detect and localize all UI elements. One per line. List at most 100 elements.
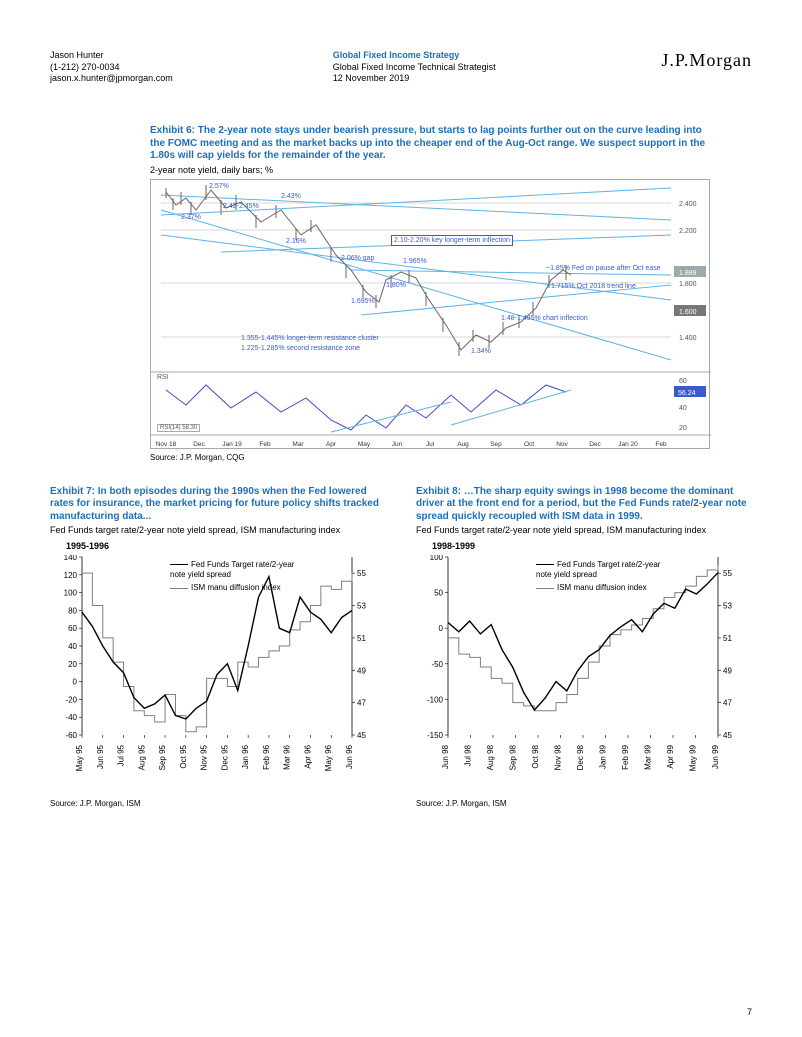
ann-243: 2.43%: [281, 193, 301, 200]
svg-text:Feb: Feb: [655, 441, 667, 448]
exhibit-8-subtitle: Fed Funds target rate/2-year note yield …: [416, 525, 752, 535]
ann-257: 2.57%: [209, 183, 229, 190]
exhibit-8-chart: 100500-50-100-150555351494745Jun 98Jul 9…: [416, 555, 746, 795]
svg-text:49: 49: [357, 666, 366, 675]
svg-text:Jun 96: Jun 96: [345, 745, 354, 770]
svg-text:Feb 96: Feb 96: [262, 745, 271, 770]
svg-text:49: 49: [723, 666, 732, 675]
svg-text:Jul 95: Jul 95: [117, 745, 126, 767]
svg-text:140: 140: [64, 555, 78, 562]
exhibit-7-chart: 140120100806040200-20-40-60555351494745M…: [50, 555, 380, 795]
svg-text:2.400: 2.400: [679, 201, 697, 208]
svg-text:Jun 95: Jun 95: [96, 745, 105, 770]
ann-1355: 1.355-1.445% longer-term resistance clus…: [241, 335, 379, 342]
svg-text:Dec 95: Dec 95: [220, 745, 229, 771]
exhibit-7-source: Source: J.P. Morgan, ISM: [50, 799, 386, 808]
svg-text:45: 45: [723, 731, 732, 740]
svg-text:Apr 99: Apr 99: [666, 745, 675, 769]
svg-text:-60: -60: [65, 731, 77, 740]
svg-text:53: 53: [723, 602, 732, 611]
svg-text:Feb 99: Feb 99: [621, 745, 630, 770]
author-name: Jason Hunter: [50, 50, 173, 62]
exhibit-7-subtitle: Fed Funds target rate/2-year note yield …: [50, 525, 386, 535]
rsi-label: RSI: [157, 374, 169, 381]
svg-text:Jul 98: Jul 98: [464, 745, 473, 767]
svg-text:Apr: Apr: [326, 441, 337, 448]
ann-fed-pause: ~1.85% Fed on pause after Oct ease: [546, 265, 661, 272]
svg-text:Nov: Nov: [556, 441, 568, 448]
ann-210-220: 2.10-2.20% key longer-term inflection: [391, 235, 513, 246]
svg-text:-40: -40: [65, 713, 77, 722]
svg-text:100: 100: [64, 589, 78, 598]
svg-text:Mar: Mar: [292, 441, 304, 448]
svg-text:60: 60: [68, 624, 77, 633]
jpmorgan-logo: J.P.Morgan: [661, 50, 752, 85]
svg-text:Mar 96: Mar 96: [283, 745, 292, 770]
svg-text:Mar 99: Mar 99: [644, 745, 653, 770]
svg-text:20: 20: [679, 425, 687, 432]
svg-text:Aug 95: Aug 95: [137, 745, 146, 771]
svg-text:0: 0: [439, 624, 444, 633]
svg-text:100: 100: [430, 555, 444, 562]
legend-7-s1: Fed Funds Target rate/2-year note yield …: [170, 560, 294, 579]
svg-text:Oct 95: Oct 95: [179, 745, 188, 769]
exhibit-6-chart: 2.400 2.200 1.889 1.800 1.600 1.400: [150, 179, 710, 449]
exhibit-7-legend: Fed Funds Target rate/2-year note yield …: [170, 560, 300, 593]
svg-text:Apr 96: Apr 96: [303, 745, 312, 769]
svg-text:1.800: 1.800: [679, 281, 697, 288]
svg-text:Aug: Aug: [457, 441, 469, 448]
ann-1965: 1.965%: [403, 258, 427, 265]
svg-text:56.24: 56.24: [678, 390, 696, 397]
svg-text:-100: -100: [427, 695, 444, 704]
svg-text:40: 40: [68, 642, 77, 651]
ann-1715: 1.715% Oct 2018 trend line: [551, 283, 636, 290]
svg-text:Jun: Jun: [392, 441, 403, 448]
svg-text:47: 47: [357, 699, 366, 708]
ann-134: 1.34%: [471, 348, 491, 355]
publication-title: Global Fixed Income Strategy: [333, 50, 662, 62]
svg-text:45: 45: [357, 731, 366, 740]
svg-text:47: 47: [723, 699, 732, 708]
svg-text:40: 40: [679, 405, 687, 412]
svg-text:51: 51: [723, 634, 732, 643]
svg-text:-50: -50: [431, 660, 443, 669]
author-block: Jason Hunter (1-212) 270-0034 jason.x.hu…: [50, 50, 173, 85]
author-email: jason.x.hunter@jpmorgan.com: [50, 73, 173, 85]
ann-1225: 1.225-1.285% second resistance zone: [241, 345, 360, 352]
svg-text:-20: -20: [65, 695, 77, 704]
svg-text:Jun 98: Jun 98: [441, 745, 450, 770]
exhibit-8-title: Exhibit 8: …The sharp equity swings in 1…: [416, 486, 752, 524]
svg-text:1.600: 1.600: [679, 309, 697, 316]
rsi-box: RSI(14) 58.30: [157, 424, 200, 432]
svg-text:Jan 99: Jan 99: [599, 745, 608, 770]
svg-text:Jan 96: Jan 96: [241, 745, 250, 770]
svg-text:Oct: Oct: [524, 441, 534, 448]
svg-text:Dec: Dec: [193, 441, 205, 448]
exhibit-8: Exhibit 8: …The sharp equity swings in 1…: [416, 486, 752, 809]
publication-date: 12 November 2019: [333, 73, 662, 85]
chart-6-svg: 2.400 2.200 1.889 1.800 1.600 1.400: [151, 180, 711, 450]
exhibit-7-title: Exhibit 7: In both episodes during the 1…: [50, 486, 386, 524]
svg-text:Jan 19: Jan 19: [222, 441, 242, 448]
svg-text:Jul: Jul: [426, 441, 435, 448]
svg-text:51: 51: [357, 634, 366, 643]
exhibits-7-8-row: Exhibit 7: In both episodes during the 1…: [50, 486, 752, 809]
ann-242: 2.42-2.45%: [223, 203, 259, 210]
svg-text:53: 53: [357, 602, 366, 611]
exhibit-7: Exhibit 7: In both episodes during the 1…: [50, 486, 386, 809]
exhibit-8-period: 1998-1999: [432, 541, 752, 551]
legend-7-s2: ISM manu diffusion index: [191, 583, 281, 592]
svg-text:Nov 18: Nov 18: [156, 441, 177, 448]
exhibit-8-legend: Fed Funds Target rate/2-year note yield …: [536, 560, 666, 593]
svg-text:Oct 98: Oct 98: [531, 745, 540, 769]
exhibit-8-source: Source: J.P. Morgan, ISM: [416, 799, 752, 808]
publication-block: Global Fixed Income Strategy Global Fixe…: [173, 50, 662, 85]
svg-text:May 95: May 95: [75, 745, 84, 772]
svg-text:20: 20: [68, 660, 77, 669]
svg-text:Feb: Feb: [259, 441, 271, 448]
svg-text:Sep: Sep: [490, 441, 502, 448]
ann-237: 2.37%: [181, 214, 201, 221]
svg-text:50: 50: [434, 589, 443, 598]
svg-text:Dec 98: Dec 98: [576, 745, 585, 771]
svg-text:Dec: Dec: [589, 441, 601, 448]
